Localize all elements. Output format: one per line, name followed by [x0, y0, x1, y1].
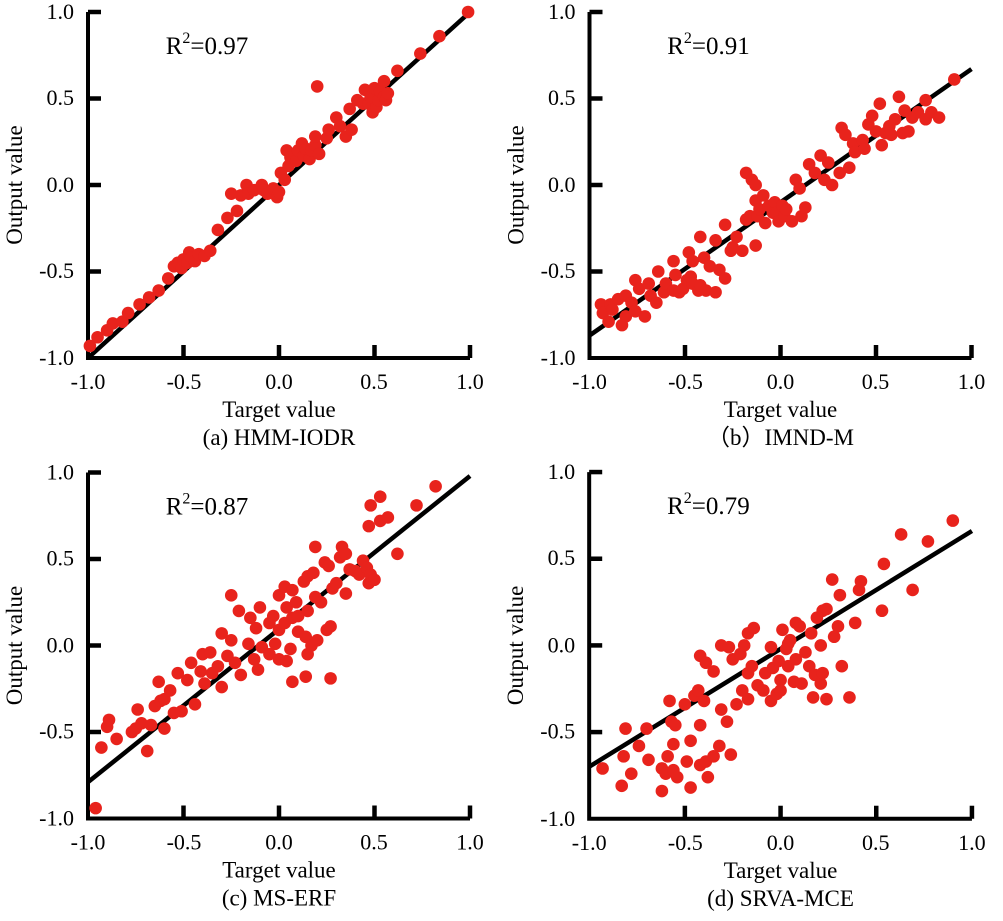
y-tick-label: -1.0	[541, 345, 576, 370]
x-tick-label: 0.0	[767, 830, 795, 855]
x-axis-title: Target value	[724, 857, 838, 883]
r-squared-superscript: 2	[182, 491, 190, 508]
r-squared-superscript: 2	[684, 490, 692, 507]
scatter-panel: R2=0.97 1.0 0.5 0.0 -0.5 -1.0 -1.0 -0.5 …	[2, 0, 484, 450]
x-tick-label: -0.5	[167, 369, 202, 394]
r-squared-superscript: 2	[182, 30, 190, 47]
y-tick-label: 1.0	[548, 460, 576, 484]
y-tick-label: -1.0	[540, 806, 575, 831]
y-tick-label: 0.0	[47, 633, 75, 658]
y-tick-label: -1.0	[39, 345, 74, 370]
x-axis-title: Target value	[724, 397, 838, 422]
x-tick-label: 1.0	[958, 830, 986, 855]
x-tick-label: 0.0	[265, 830, 293, 855]
y-tick-label: -0.5	[541, 258, 576, 283]
r-squared-prefix: R	[667, 33, 684, 60]
r-squared-annotation: R2=0.97	[166, 30, 249, 60]
panel-caption: (d) SRVA-MCE	[707, 885, 854, 911]
r-squared-value: =0.87	[190, 494, 248, 521]
x-tick-label: 0.0	[767, 369, 795, 394]
scatter-panel: R2=0.91 1.0 0.5 0.0 -0.5 -1.0 -1.0 -0.5 …	[504, 0, 986, 450]
y-tick-label: 1.0	[47, 0, 75, 24]
x-tick-label: 0.5	[862, 369, 890, 394]
x-axis-title: Target value	[222, 858, 336, 883]
x-tick-label: -0.5	[668, 830, 703, 855]
x-tick-label: 0.0	[265, 369, 293, 394]
y-tick-label: -0.5	[39, 258, 74, 283]
x-tick-label: 0.5	[862, 830, 890, 855]
plot-geometry	[587, 469, 975, 821]
x-tick-label: 1.0	[456, 369, 484, 394]
y-axis-title: Output value	[2, 586, 27, 705]
plot-geometry	[587, 9, 974, 360]
panel-caption: （b）IMND-M	[707, 425, 854, 450]
y-tick-label: 1.0	[47, 460, 75, 485]
r-squared-prefix: R	[166, 494, 183, 521]
y-tick-label: 0.5	[548, 85, 576, 110]
panel-caption: (c) MS-ERF	[222, 886, 336, 911]
panel-caption: (a) HMM-IODR	[203, 425, 356, 450]
y-tick-label: 0.5	[47, 546, 75, 571]
r-squared-annotation: R2=0.87	[166, 491, 249, 521]
x-tick-label: -1.0	[71, 369, 106, 394]
r-squared-prefix: R	[667, 493, 684, 520]
y-axis-title: Output value	[504, 125, 529, 244]
y-axis-title: Output value	[2, 125, 27, 244]
r-squared-prefix: R	[166, 33, 183, 60]
y-tick-label: 0.0	[548, 632, 576, 657]
r-squared-superscript: 2	[684, 30, 692, 47]
plot-geometry	[86, 470, 473, 821]
y-tick-label: -0.5	[540, 719, 575, 744]
y-tick-label: 0.5	[47, 85, 75, 110]
y-tick-label: 0.0	[548, 172, 576, 197]
y-tick-label: 1.0	[548, 0, 576, 24]
scatter-panel: R2=0.79 1.0 0.5 0.0 -0.5 -1.0 -1.0 -0.5 …	[502, 460, 986, 911]
y-tick-label: -1.0	[39, 806, 74, 831]
x-axis-title: Target value	[222, 397, 336, 422]
r-squared-value: =0.91	[692, 33, 750, 60]
x-tick-label: -0.5	[167, 830, 202, 855]
r-squared-annotation: R2=0.91	[667, 30, 750, 60]
x-tick-label: -1.0	[71, 830, 106, 855]
y-axis-title: Output value	[502, 586, 528, 706]
r-squared-value: =0.97	[190, 33, 248, 60]
scatter-panel: R2=0.87 1.0 0.5 0.0 -0.5 -1.0 -1.0 -0.5 …	[2, 460, 484, 911]
x-tick-label: 1.0	[958, 369, 986, 394]
y-tick-label: -0.5	[39, 719, 74, 744]
x-tick-label: -1.0	[572, 369, 607, 394]
y-tick-label: 0.0	[47, 172, 75, 197]
x-tick-label: -1.0	[572, 830, 607, 855]
x-tick-label: 1.0	[456, 830, 484, 855]
r-squared-annotation: R2=0.79	[667, 490, 750, 520]
r-squared-value: =0.79	[692, 493, 750, 520]
y-tick-label: 0.5	[548, 545, 576, 570]
x-tick-label: 0.5	[360, 830, 388, 855]
x-tick-label: 0.5	[360, 369, 388, 394]
plot-geometry	[83, 5, 475, 360]
x-tick-label: -0.5	[668, 369, 703, 394]
